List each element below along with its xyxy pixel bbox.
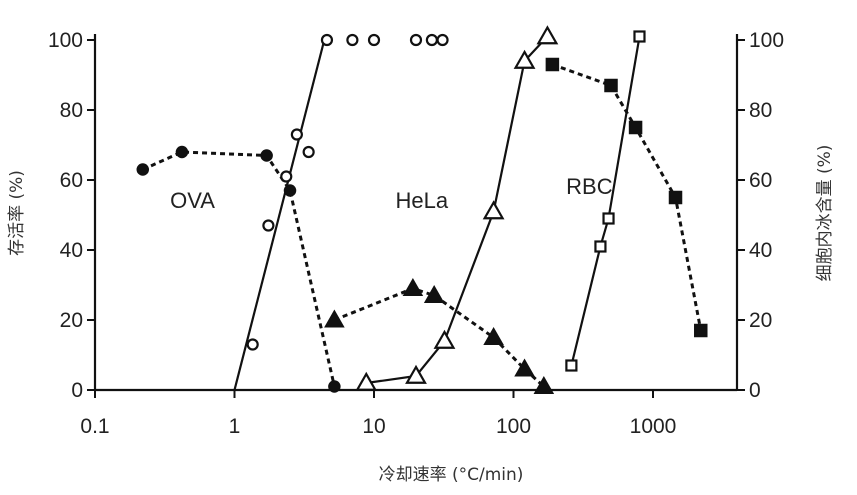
data-point-rbc-square-filled: [604, 78, 618, 93]
annotations: OVA HeLa RBC: [170, 174, 613, 213]
y-left-tick-label: 60: [60, 169, 83, 192]
y-right-tick-label: 0: [749, 379, 761, 402]
data-point-rbc-square-open: [602, 212, 615, 225]
data-point-ova-circle-filled: [260, 149, 273, 162]
x-tick-label: 0.1: [80, 415, 109, 438]
data-point-rbc-square-filled: [545, 57, 560, 72]
y-left-tick-label: 100: [48, 29, 83, 52]
series-label-rbc: RBC: [566, 174, 613, 199]
data-point-ova-circle-open: [280, 170, 293, 183]
data-point-rbc-square-filled: [668, 190, 683, 205]
data-point-ova-circle-open: [346, 33, 359, 47]
data-point-hela-triangle-filled: [533, 375, 555, 394]
series-line-ova-right: [233, 39, 326, 391]
data-point-rbc-square-open: [633, 30, 646, 43]
y-right-tick-label: 40: [749, 239, 772, 262]
data-point-hela-triangle-filled: [483, 326, 504, 345]
data-point-ova-circle-open: [367, 33, 381, 47]
data-point-hela-triangle-filled: [514, 358, 535, 377]
data-point-ova-circle-filled: [283, 184, 297, 197]
data-point-hela-triangle-open: [513, 49, 536, 69]
axes: [93, 34, 739, 392]
data-point-hela-triangle-filled: [423, 284, 445, 303]
series-label-ova: OVA: [170, 188, 215, 213]
series-line-hela-left: [333, 286, 545, 388]
data-point-ova-circle-filled: [136, 163, 150, 176]
data-point-hela-triangle-open: [536, 25, 559, 45]
data-point-rbc-square-open: [594, 240, 607, 253]
y-axis-right-title: 细胞内冰含量 (%): [815, 145, 835, 282]
x-tick-label: 1: [229, 415, 241, 438]
data-point-ova-circle-filled: [328, 380, 341, 393]
data-point-hela-triangle-open: [405, 364, 427, 384]
data-point-ova-circle-filled: [175, 145, 189, 159]
x-axis-title: 冷却速率 (°C/min): [379, 465, 524, 485]
data-point-rbc-square-open: [565, 359, 578, 372]
data-point-ova-circle-open: [320, 33, 334, 47]
data-point-ova-circle-open: [262, 219, 275, 232]
y-left-tick-label: 0: [71, 379, 83, 402]
data-point-hela-triangle-open: [355, 371, 378, 391]
y-right-tick-label: 80: [749, 99, 772, 122]
data-point-rbc-square-filled: [628, 120, 643, 135]
y-right-tick-label: 20: [749, 309, 772, 332]
x-tick-label: 10: [362, 415, 385, 438]
data-point-hela-triangle-filled: [324, 309, 345, 328]
data-point-ova-circle-open: [436, 33, 449, 47]
data-point-ova-circle-open: [302, 145, 315, 159]
data-point-hela-triangle-open: [482, 200, 505, 220]
series-markers: [136, 25, 708, 394]
data-point-ova-circle-open: [409, 33, 423, 47]
data-point-ova-circle-open: [425, 33, 438, 47]
series-line-hela-right: [366, 35, 549, 385]
y-axis-left-title: 存活率 (%): [7, 170, 27, 256]
ticks: 0 0 20 20 40 40 60 60 80 80 100 100 0.1 1 10 100 1000: [48, 29, 784, 438]
data-point-ova-circle-open: [290, 128, 303, 141]
data-point-hela-triangle-open: [433, 329, 456, 349]
x-tick-label: 1000: [630, 415, 677, 438]
y-left-tick-label: 40: [60, 239, 83, 262]
data-point-rbc-square-filled: [694, 323, 708, 338]
y-right-tick-label: 100: [749, 29, 784, 52]
series-line-rbc-right: [570, 36, 641, 366]
y-left-tick-label: 80: [60, 99, 83, 122]
y-left-tick-label: 20: [60, 309, 83, 332]
y-right-tick-label: 60: [749, 169, 772, 192]
x-tick-label: 100: [496, 415, 531, 438]
data-point-ova-circle-open: [246, 338, 259, 351]
data-point-hela-triangle-filled: [402, 277, 424, 296]
series-label-hela: HeLa: [395, 188, 448, 213]
